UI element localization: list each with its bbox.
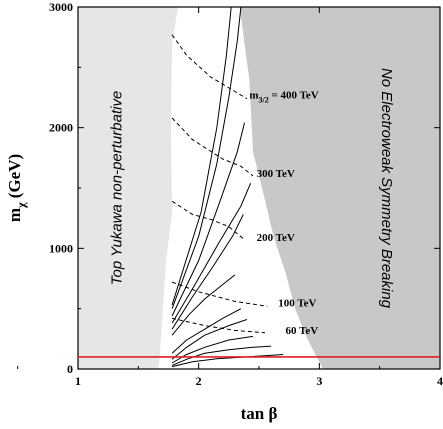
y-tick-label: 3000 — [49, 0, 73, 14]
y-tick-label: 2000 — [49, 121, 73, 135]
dashed-curve — [171, 317, 266, 334]
y-tick-label: 1000 — [49, 241, 73, 255]
x-tick-label: 4 — [437, 374, 443, 388]
chart-labels: m3/2 = 400 TeV 300 TeV 200 TeV 100 TeV 60 Te… — [108, 68, 395, 337]
contour-label: 200 TeV — [257, 232, 295, 244]
x-tick-label: 1 — [75, 374, 81, 388]
solid-curve — [171, 345, 272, 366]
solid-curve — [171, 274, 236, 336]
contour-label: m3/2 = 400 TeV — [249, 90, 318, 105]
axis-ticks: 1 2 3 4 0 1000 2000 3000 — [17, 0, 443, 388]
contour-label: 300 TeV — [257, 168, 295, 180]
region-label: Top Yukawa non-perturbative — [108, 91, 125, 286]
solid-curve — [171, 6, 232, 306]
curves-layer — [78, 6, 440, 368]
region-label: No Electroweak Symmetry Breaking — [378, 68, 395, 309]
excluded-regions — [78, 7, 440, 369]
solid-curve — [171, 319, 248, 360]
solid-curve — [171, 183, 252, 324]
region-no-ewsb — [239, 7, 440, 369]
region-top-yukawa — [78, 7, 179, 369]
y-tick-label: 0 — [67, 362, 73, 376]
solid-curve — [171, 6, 242, 309]
y-axis-label: mχ (GeV) — [5, 154, 28, 222]
x-axis-label: tan β — [241, 404, 278, 423]
x-tick-label: 3 — [316, 374, 322, 388]
dashed-curve — [171, 34, 248, 100]
x-tick-label: 2 — [196, 374, 202, 388]
contour-label: 100 TeV — [278, 297, 316, 309]
solid-curve — [171, 122, 245, 317]
contour-label: 60 TeV — [286, 325, 319, 337]
solid-curve — [171, 308, 242, 354]
dashed-curve — [171, 117, 254, 177]
solid-curve — [171, 354, 284, 368]
dashed-curve — [171, 281, 268, 307]
solid-curve — [171, 214, 244, 330]
dashed-curve — [171, 200, 244, 240]
